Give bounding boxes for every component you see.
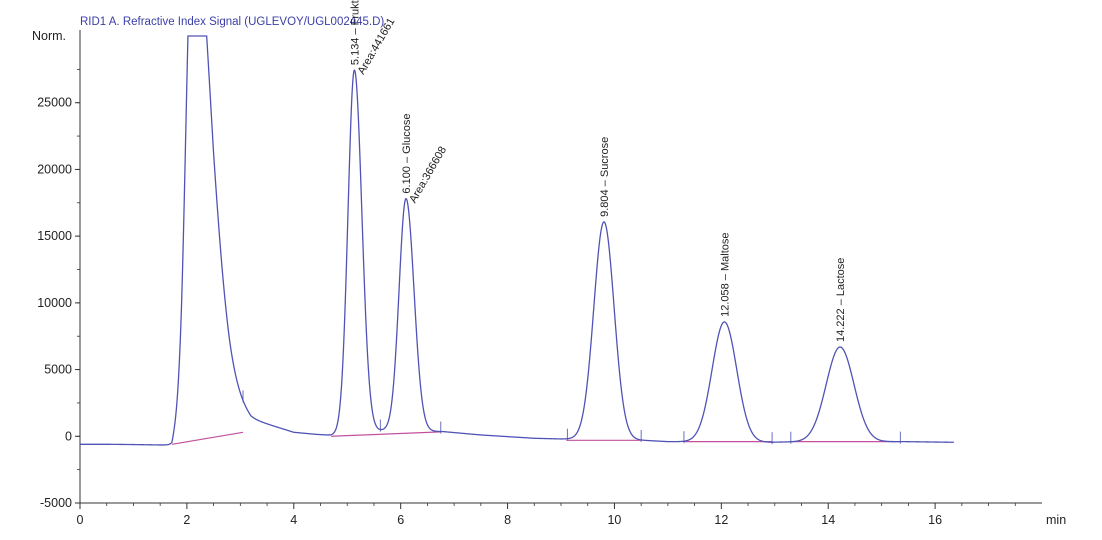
- y-tick-label: 25000: [37, 96, 72, 110]
- y-axis-label: Norm.: [32, 29, 67, 43]
- x-tick-label: 8: [504, 513, 511, 527]
- y-tick-label: 10000: [37, 296, 72, 310]
- x-tick-label: 16: [928, 513, 942, 527]
- peak-area-label: Area:441661: [356, 16, 398, 77]
- peak-label: 12.058 – Maltose: [719, 233, 731, 317]
- y-tick-label: 5000: [44, 363, 72, 377]
- series: [80, 35, 954, 446]
- peak-label: 5.134 – Fruktose: [349, 0, 361, 65]
- y-tick-label: 15000: [37, 229, 72, 243]
- x-tick-label: 4: [290, 513, 297, 527]
- x-tick-label: 14: [821, 513, 835, 527]
- baselines: [171, 390, 901, 445]
- axes: -5000 0 5000 10000 15000 20000 25000 0 2 4 6 8 10 12 1…: [37, 30, 1042, 527]
- x-tick-label: 0: [77, 513, 84, 527]
- peak-label: 9.804 – Sucrose: [599, 137, 611, 217]
- y-tick-label: 0: [65, 429, 72, 443]
- peak-label: 6.100 – Glucose: [401, 113, 413, 193]
- peak-area-label: Area:366608: [407, 145, 449, 206]
- chart-title: RID1 A. Refractive Index Signal (UGLEVOY…: [80, 16, 385, 28]
- x-tick-label: 6: [397, 513, 404, 527]
- y-tick-label: -5000: [40, 496, 72, 510]
- x-tick-label: 2: [183, 513, 190, 527]
- integration-baseline: [331, 431, 441, 437]
- x-tick-label: 12: [714, 513, 728, 527]
- x-tick-label: 10: [607, 513, 621, 527]
- peak-label: 14.222 – Lactose: [835, 258, 847, 342]
- y-tick-label: 20000: [37, 162, 72, 176]
- signal-line: [80, 35, 954, 446]
- x-axis-label: min: [1046, 513, 1067, 527]
- integration-baseline: [171, 431, 244, 445]
